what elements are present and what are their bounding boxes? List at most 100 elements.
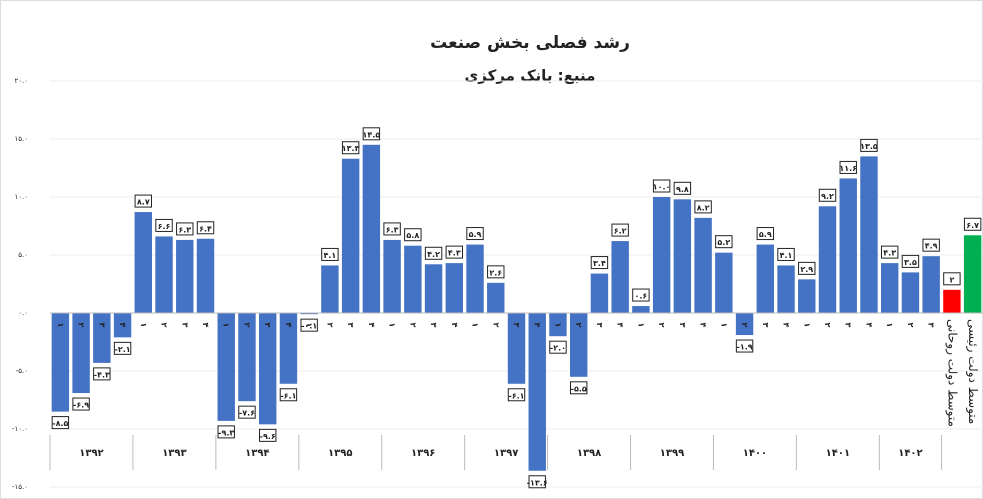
value-label: ۴.۹ — [925, 242, 938, 251]
bar — [383, 239, 401, 313]
x-group-label: ۱۳۹۸ — [577, 448, 601, 459]
x-tick-label: ۱ — [719, 323, 728, 328]
bar — [756, 244, 775, 313]
bar — [611, 241, 629, 313]
value-label: ۵.۲ — [717, 238, 730, 247]
x-tick-label: ۱ — [636, 323, 645, 328]
bar — [777, 265, 795, 313]
bar — [300, 313, 318, 315]
bar — [507, 313, 526, 384]
x-tick-label: ۳ — [429, 323, 438, 328]
bar — [569, 313, 588, 377]
value-label: ۱۴.۵ — [363, 130, 381, 139]
bar — [176, 239, 194, 313]
value-label-box — [549, 340, 567, 354]
value-label: -۶.۱ — [508, 391, 524, 400]
x-tick-label: ۴ — [450, 323, 459, 328]
value-label-box — [777, 247, 795, 261]
value-label-box — [93, 367, 111, 381]
x-tick-label: ۲ — [906, 323, 915, 328]
value-label: -۵.۵ — [571, 384, 587, 393]
bar — [279, 313, 298, 384]
value-label: ۳.۵ — [904, 258, 917, 267]
bar — [528, 313, 546, 471]
chart-subtitle: منبع: بانک مرکزی — [465, 67, 596, 85]
value-label-box — [238, 405, 256, 419]
value-label-box — [383, 222, 401, 236]
x-group-label: ۱۳۹۶ — [411, 448, 435, 459]
value-label: ۴.۱ — [780, 251, 793, 260]
value-label: ۱۰.۰ — [653, 183, 671, 192]
x-tick-label: ۳ — [97, 323, 106, 328]
value-label: -۰.۱ — [301, 322, 317, 331]
x-tick-label: ۲ — [408, 323, 417, 328]
x-tick-label: ۱ — [471, 323, 480, 328]
value-label-box — [798, 261, 816, 275]
value-label-box — [196, 221, 215, 235]
value-label: ۴.۳ — [448, 249, 461, 258]
value-label-box — [694, 200, 712, 214]
bar — [196, 238, 215, 313]
value-label-box — [611, 223, 629, 237]
bar — [798, 279, 816, 313]
value-label: ۶.۴ — [199, 224, 212, 233]
value-label: -۶.۹ — [73, 401, 89, 410]
x-tick-label: ۲ — [325, 323, 334, 328]
bar — [715, 252, 733, 313]
y-tick-label: ۵.۰ — [18, 251, 28, 259]
value-label-box — [321, 247, 339, 261]
bar — [217, 313, 235, 421]
bar — [404, 245, 422, 313]
bar — [321, 265, 339, 313]
x-tick-label: ۱ — [802, 323, 811, 328]
value-label-box — [715, 235, 733, 249]
value-label: ۶.۶ — [158, 222, 171, 231]
value-label: -۴.۳ — [94, 370, 110, 379]
value-label: ۲ — [949, 275, 954, 284]
x-tick-label: ۳ — [761, 323, 770, 328]
x-tick-label: ۲ — [491, 323, 500, 328]
value-label-box — [860, 138, 878, 152]
bar — [735, 313, 754, 336]
bar — [155, 236, 173, 313]
x-group-label: ۱۳۹۷ — [494, 448, 518, 459]
value-label: ۵.۹ — [469, 230, 482, 239]
value-label: -۷.۶ — [239, 409, 255, 418]
x-group-label: ۱۳۹۲ — [79, 448, 103, 459]
bar — [590, 273, 609, 313]
value-label-box — [528, 475, 546, 489]
x-tick-label: ۴ — [118, 323, 127, 328]
value-label: ۸.۷ — [137, 198, 150, 207]
value-label: ۱۳.۳ — [342, 144, 360, 153]
bar — [632, 306, 650, 313]
value-label: ۴.۳ — [883, 249, 896, 258]
value-label-box — [134, 194, 153, 208]
value-label-box — [51, 416, 70, 430]
x-tick-label: ۲ — [657, 323, 666, 328]
value-label-box — [155, 218, 173, 232]
x-group-label: ۱۴۰۰ — [743, 448, 767, 459]
value-label: ۲.۶ — [489, 268, 502, 277]
x-tick-label: ۳ — [927, 323, 936, 328]
value-label-box — [176, 222, 194, 236]
value-label-box — [922, 238, 940, 252]
value-label-box — [424, 246, 443, 260]
value-label: ۴.۲ — [427, 250, 440, 259]
x-tick-label: ۱ — [553, 323, 562, 328]
x-tick-label: ۴ — [284, 323, 293, 328]
value-label-box — [590, 256, 609, 270]
value-label-box — [300, 318, 318, 332]
value-label: ۵.۸ — [406, 231, 419, 240]
x-tick-label: ۳ — [263, 323, 272, 328]
value-label: ۵.۹ — [759, 230, 772, 239]
x-group-label: ۱۳۹۳ — [162, 448, 186, 459]
value-label: ۱۳.۵ — [860, 142, 878, 151]
value-label-box — [258, 428, 277, 442]
bar — [839, 178, 857, 313]
value-label-box — [72, 397, 90, 411]
value-label-box — [404, 228, 422, 242]
bar — [72, 313, 90, 394]
value-label-box — [507, 388, 526, 402]
x-group-label: ۱۴۰۲ — [898, 448, 922, 459]
